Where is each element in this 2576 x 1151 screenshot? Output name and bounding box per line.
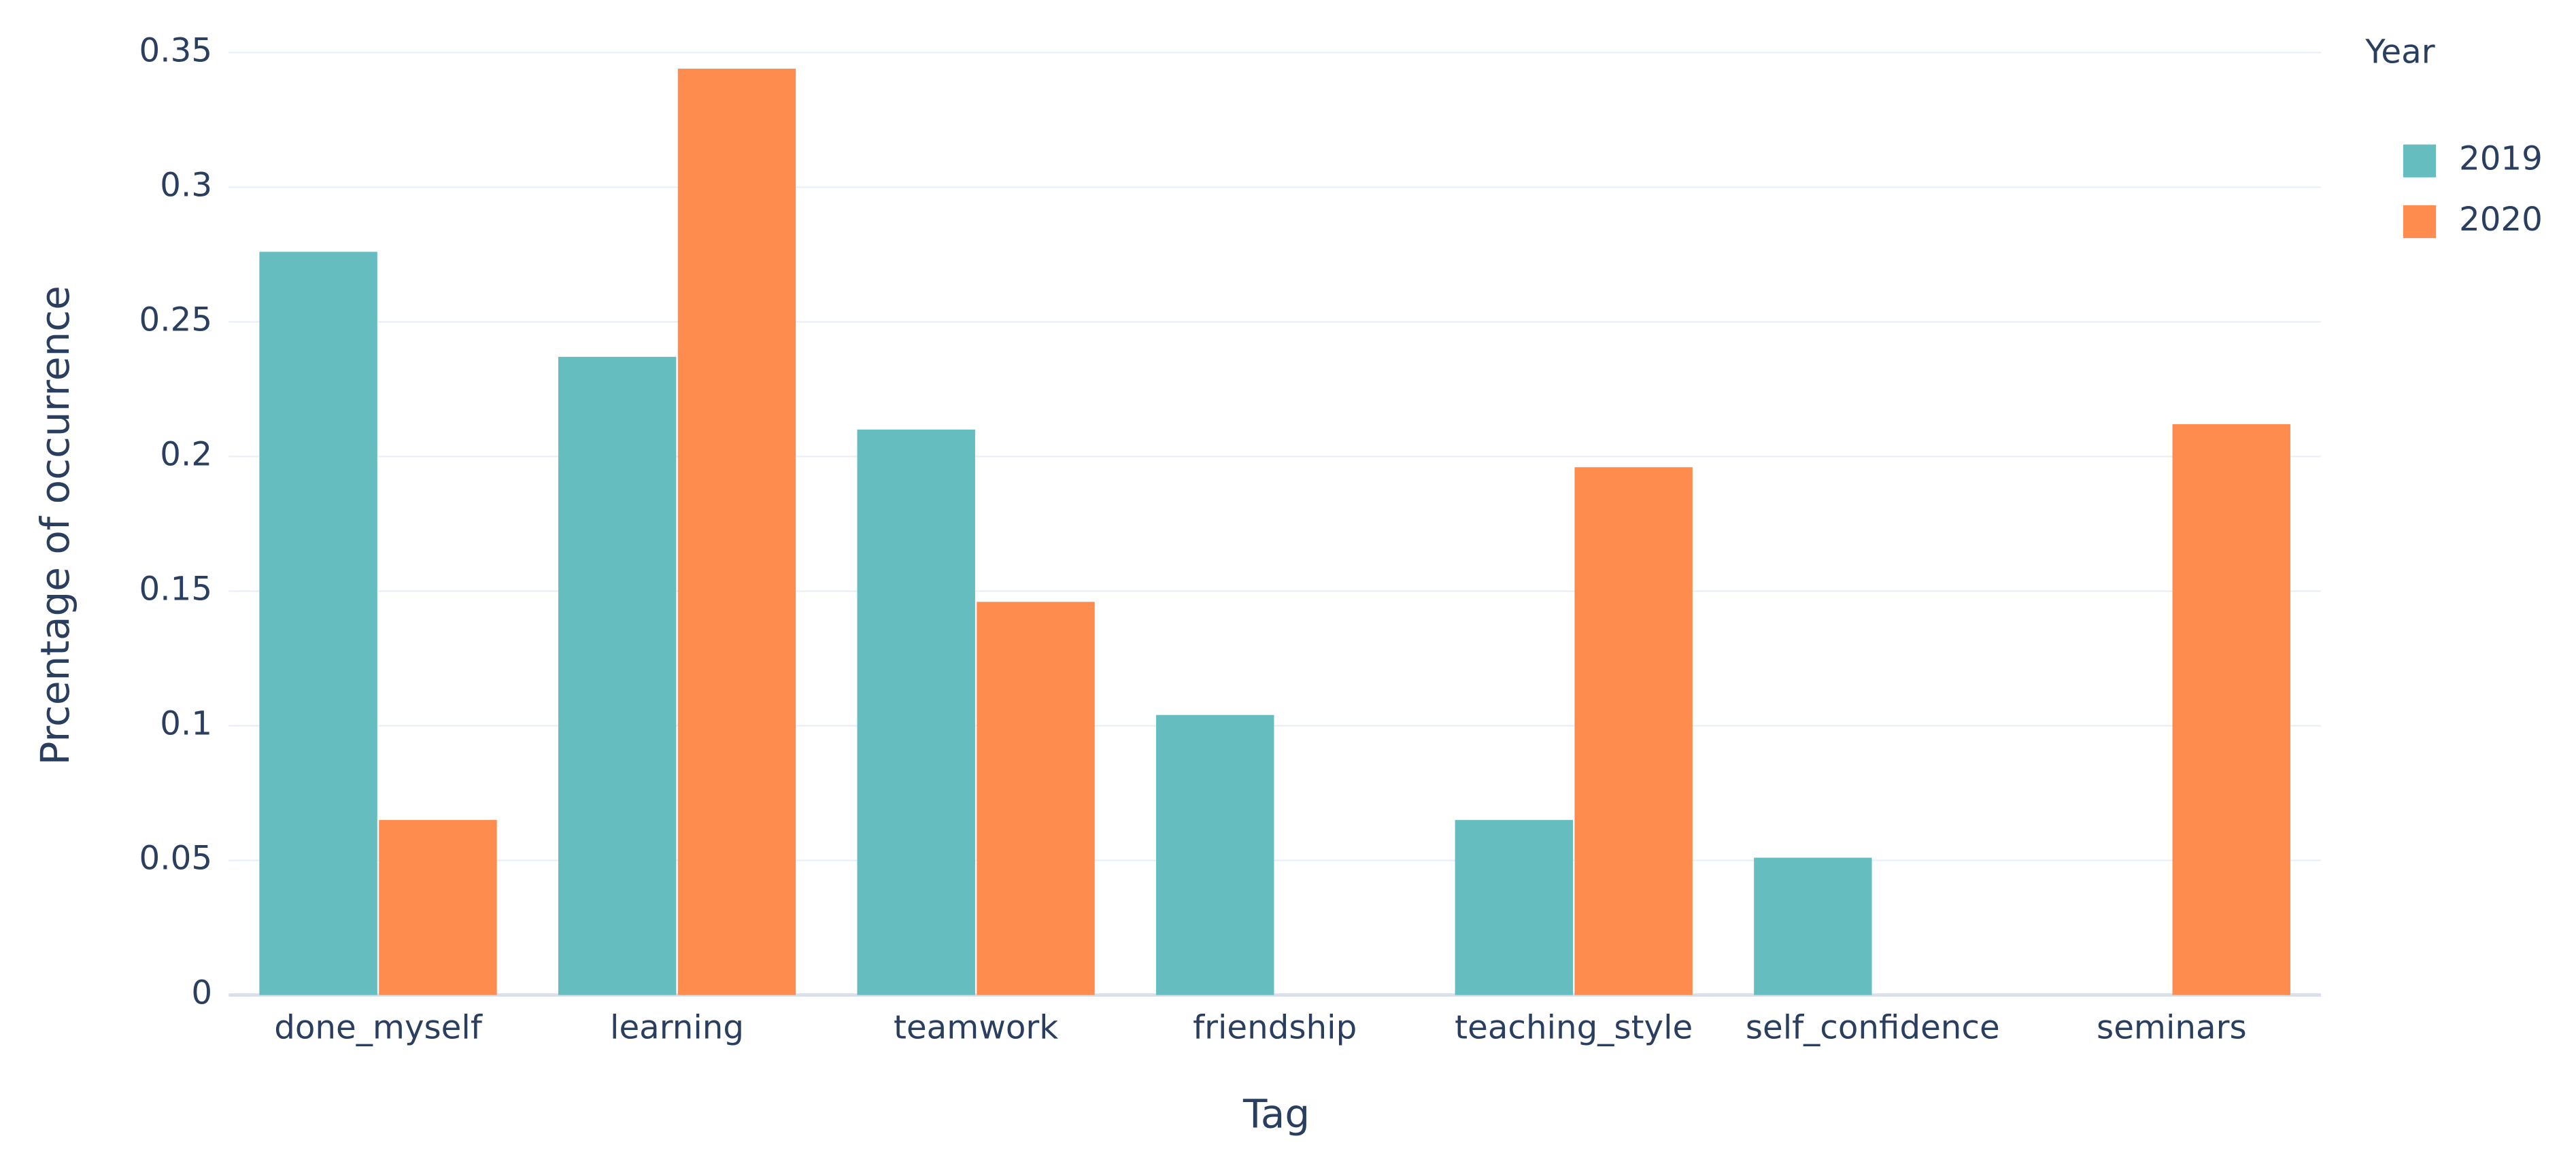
legend-swatch [2403, 144, 2437, 177]
x-tick-label: learning [610, 1008, 744, 1046]
x-tick-label: teamwork [894, 1008, 1058, 1046]
y-tick-label: 0.05 [139, 840, 213, 878]
x-axis-title: Tag [1242, 1090, 1310, 1137]
y-tick-label: 0.1 [160, 704, 212, 742]
bar [558, 356, 677, 995]
bar [1455, 820, 1574, 995]
x-tick-label: friendship [1193, 1008, 1357, 1046]
bar [677, 69, 796, 995]
y-tick-label: 0.35 [139, 31, 213, 69]
y-tick-label: 0.25 [139, 300, 213, 339]
bar [259, 252, 377, 995]
legend-title: Year [2365, 33, 2435, 71]
x-tick-label: self_confidence [1746, 1008, 2000, 1046]
bar [1156, 715, 1274, 995]
legend-label: 2020 [2459, 201, 2543, 239]
bar [379, 820, 497, 995]
y-tick-label: 0.3 [160, 166, 212, 204]
bar [977, 602, 1095, 995]
x-tick-label: seminars [2097, 1008, 2247, 1046]
y-tick-label: 0 [191, 974, 212, 1012]
legend-label: 2019 [2459, 140, 2543, 178]
y-tick-label: 0.2 [160, 435, 212, 473]
bar [1574, 467, 1693, 995]
bar [1754, 857, 1872, 995]
bar [857, 429, 975, 995]
x-tick-label: done_myself [274, 1008, 483, 1046]
x-tick-label: teaching_style [1455, 1008, 1693, 1046]
y-axis-title: Prcentage of occurrence [32, 286, 78, 765]
bar [2172, 424, 2290, 995]
legend-swatch [2403, 205, 2437, 239]
y-tick-label: 0.15 [139, 570, 213, 608]
